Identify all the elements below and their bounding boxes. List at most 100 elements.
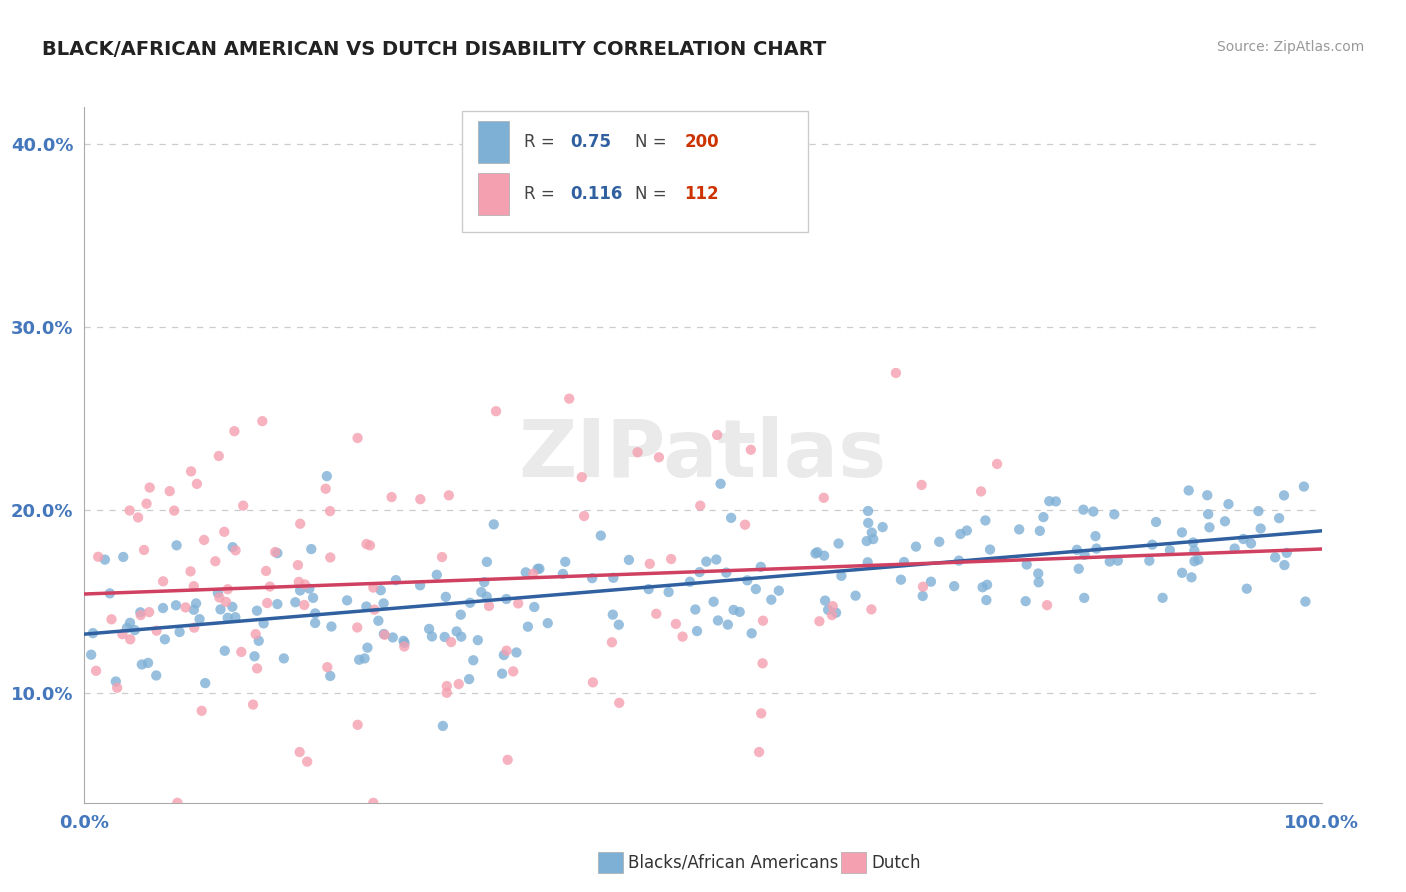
Point	[87, 549, 110, 564]
Point	[224, 424, 246, 438]
Point	[1098, 555, 1121, 569]
Point	[856, 504, 879, 518]
Point	[1073, 591, 1095, 605]
Point	[1236, 582, 1258, 596]
Point	[686, 624, 709, 638]
Point	[94, 552, 117, 566]
Point	[748, 745, 770, 759]
Point	[495, 643, 517, 657]
Point	[1247, 504, 1270, 518]
Point	[232, 499, 254, 513]
Point	[707, 614, 730, 628]
Point	[1232, 532, 1254, 546]
Point	[80, 648, 103, 662]
Point	[138, 605, 160, 619]
Point	[186, 476, 208, 491]
Point	[470, 585, 492, 599]
Point	[450, 630, 472, 644]
Point	[115, 621, 138, 635]
Point	[1066, 542, 1088, 557]
Point	[436, 686, 458, 700]
Point	[516, 620, 538, 634]
FancyBboxPatch shape	[478, 173, 509, 215]
Point	[346, 431, 368, 445]
Point	[183, 621, 205, 635]
Point	[284, 595, 307, 609]
Point	[373, 627, 395, 641]
Point	[1036, 598, 1059, 612]
Point	[551, 566, 574, 581]
Text: BLACK/AFRICAN AMERICAN VS DUTCH DISABILITY CORRELATION CHART: BLACK/AFRICAN AMERICAN VS DUTCH DISABILI…	[42, 40, 827, 59]
Point	[215, 595, 238, 609]
Point	[129, 605, 152, 619]
Point	[138, 481, 160, 495]
Point	[976, 593, 998, 607]
Point	[502, 665, 524, 679]
Point	[188, 612, 211, 626]
Point	[166, 796, 188, 810]
Point	[858, 516, 880, 530]
Point	[217, 611, 239, 625]
Point	[658, 585, 681, 599]
Point	[259, 580, 281, 594]
Point	[617, 553, 640, 567]
Point	[679, 574, 702, 589]
Point	[288, 745, 311, 759]
Point	[152, 601, 174, 615]
Point	[1085, 541, 1108, 556]
Point	[316, 660, 339, 674]
Point	[872, 520, 894, 534]
Point	[288, 574, 311, 589]
Point	[165, 599, 187, 613]
Point	[1294, 594, 1316, 608]
Point	[193, 533, 215, 547]
Point	[208, 449, 231, 463]
Point	[720, 511, 742, 525]
Point	[204, 554, 226, 568]
Point	[1223, 541, 1246, 556]
Point	[956, 524, 979, 538]
Point	[948, 553, 970, 567]
Point	[253, 616, 276, 631]
Text: R =: R =	[523, 133, 560, 151]
Point	[132, 543, 155, 558]
Point	[433, 630, 456, 644]
Text: 0.116: 0.116	[571, 185, 623, 203]
Point	[266, 546, 288, 560]
Point	[467, 633, 489, 648]
Point	[129, 608, 152, 623]
Point	[82, 626, 104, 640]
Point	[1029, 524, 1052, 538]
Point	[84, 664, 107, 678]
Point	[1014, 594, 1036, 608]
Point	[100, 612, 122, 626]
Point	[254, 564, 277, 578]
Point	[740, 442, 762, 457]
Point	[571, 470, 593, 484]
Point	[689, 499, 711, 513]
Point	[356, 599, 378, 614]
Point	[446, 624, 468, 639]
Point	[495, 592, 517, 607]
Point	[970, 484, 993, 499]
Point	[394, 636, 416, 650]
Point	[607, 696, 630, 710]
Point	[749, 706, 772, 721]
Point	[1159, 543, 1181, 558]
Point	[1274, 558, 1296, 572]
Point	[118, 615, 141, 630]
Point	[813, 491, 835, 505]
Point	[806, 545, 828, 559]
Point	[845, 589, 868, 603]
Point	[135, 497, 157, 511]
Point	[1197, 488, 1219, 502]
Point	[294, 577, 316, 591]
Point	[813, 549, 835, 563]
Point	[104, 674, 127, 689]
Point	[626, 445, 648, 459]
Point	[242, 698, 264, 712]
Point	[745, 582, 768, 596]
Point	[463, 653, 485, 667]
Point	[273, 651, 295, 665]
Point	[638, 557, 661, 571]
